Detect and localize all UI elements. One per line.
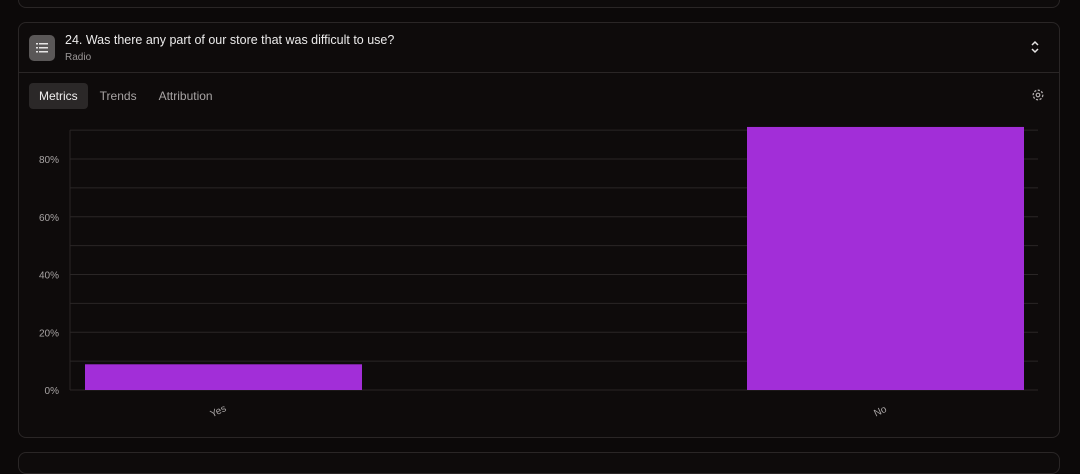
expand-collapse-icon[interactable] xyxy=(1029,40,1041,54)
tab-metrics[interactable]: Metrics xyxy=(29,83,88,109)
y-tick-label: 0% xyxy=(45,386,60,397)
gear-icon[interactable] xyxy=(1031,88,1045,102)
question-type: Radio xyxy=(65,52,92,63)
question-header: 24. Was there any part of our store that… xyxy=(19,23,1059,73)
bar-no xyxy=(747,126,1024,390)
y-tick-label: 60% xyxy=(39,213,59,224)
y-tick-label: 20% xyxy=(39,328,59,339)
x-tick-label: No xyxy=(872,404,889,420)
y-tick-label: 80% xyxy=(39,155,59,166)
y-tick-label: 40% xyxy=(39,271,59,282)
bar-yes xyxy=(85,364,362,390)
list-icon xyxy=(29,35,55,61)
tab-attribution[interactable]: Attribution xyxy=(158,89,213,103)
question-title: 24. Was there any part of our store that… xyxy=(65,33,395,47)
tab-trends[interactable]: Trends xyxy=(99,89,137,103)
next-question-card xyxy=(18,452,1060,474)
tab-bar: Metrics Trends Attribution xyxy=(29,83,223,109)
bar-chart: 0% 20% 40% 60% 80% Yes No xyxy=(39,126,1038,420)
x-tick-label: Yes xyxy=(209,403,228,420)
